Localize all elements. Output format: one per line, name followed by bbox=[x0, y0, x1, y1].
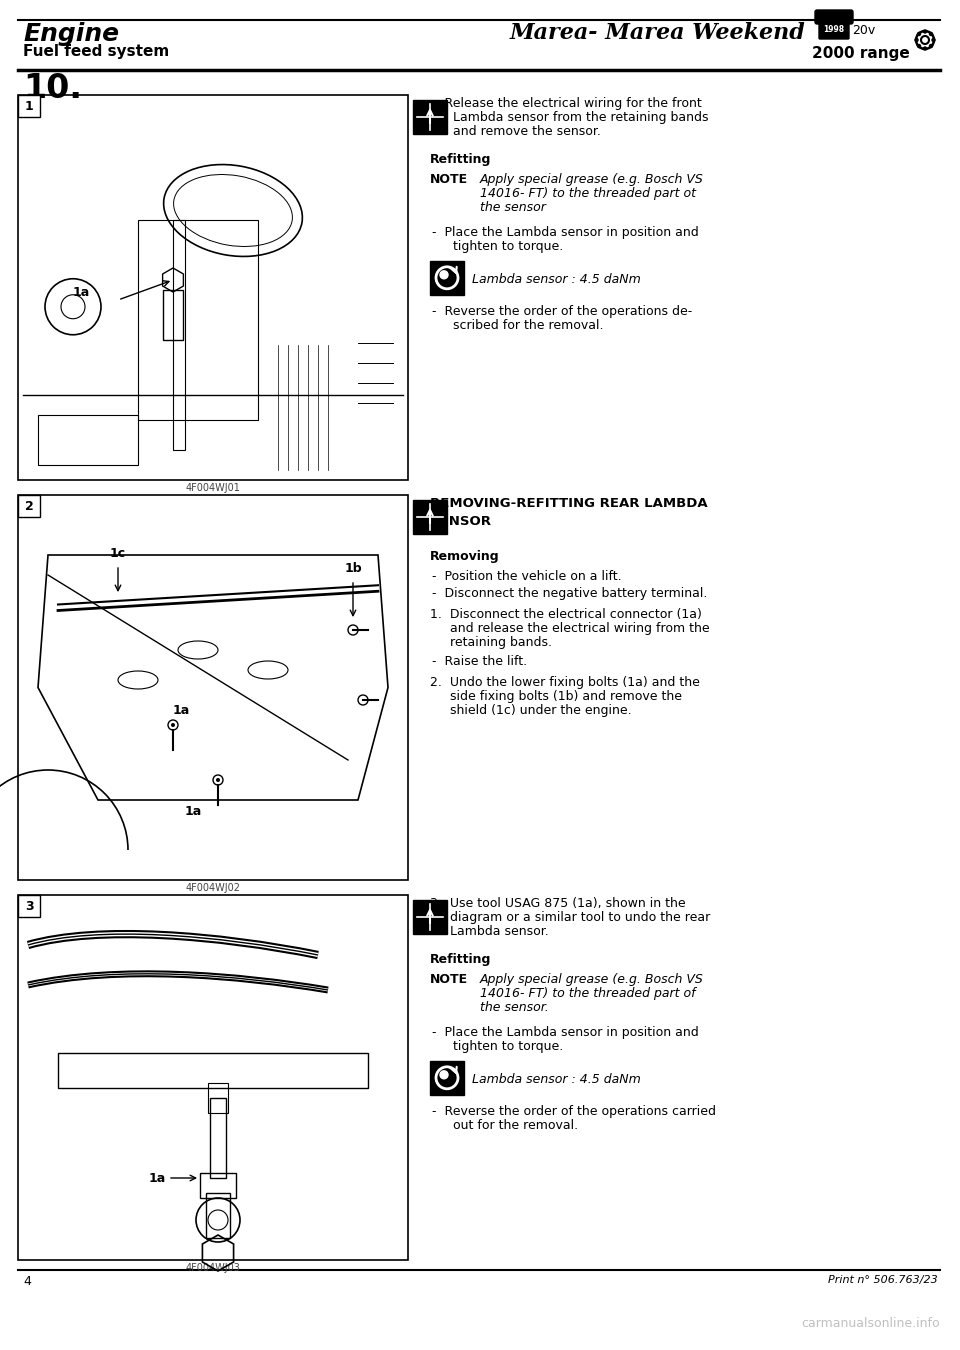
Text: SENSOR: SENSOR bbox=[430, 516, 491, 528]
Bar bbox=[58, 1053, 368, 1088]
Text: Engine: Engine bbox=[23, 22, 119, 46]
Text: diagram or a similar tool to undo the rear: diagram or a similar tool to undo the re… bbox=[450, 911, 710, 923]
Text: Marea- Marea Weekend: Marea- Marea Weekend bbox=[510, 22, 805, 45]
Text: retaining bands.: retaining bands. bbox=[450, 636, 552, 648]
Text: 4: 4 bbox=[23, 1274, 31, 1288]
Circle shape bbox=[171, 724, 175, 728]
Bar bbox=[23, 500, 403, 875]
Text: NOTE: NOTE bbox=[430, 972, 468, 986]
Bar bbox=[18, 495, 408, 880]
Bar bbox=[413, 900, 447, 934]
Text: -  Disconnect the negative battery terminal.: - Disconnect the negative battery termin… bbox=[432, 587, 708, 599]
Bar bbox=[208, 1083, 228, 1112]
Text: 10.: 10. bbox=[23, 72, 82, 105]
Circle shape bbox=[915, 39, 918, 42]
Bar bbox=[163, 290, 183, 340]
Bar bbox=[18, 95, 408, 481]
Bar bbox=[413, 100, 447, 134]
Bar bbox=[23, 100, 403, 475]
Text: -  Place the Lambda sensor in position and: - Place the Lambda sensor in position an… bbox=[432, 1026, 699, 1038]
Text: Removing: Removing bbox=[430, 551, 499, 563]
Text: 1c: 1c bbox=[110, 547, 126, 560]
Text: tighten to torque.: tighten to torque. bbox=[453, 1040, 564, 1053]
Circle shape bbox=[929, 32, 932, 35]
Text: Lambda sensor : 4.5 daNm: Lambda sensor : 4.5 daNm bbox=[472, 273, 640, 286]
Text: out for the removal.: out for the removal. bbox=[453, 1119, 578, 1131]
Text: REMOVING-REFITTING REAR LAMBDA: REMOVING-REFITTING REAR LAMBDA bbox=[430, 497, 708, 510]
Text: 2000 range: 2000 range bbox=[812, 46, 910, 61]
Text: 1998: 1998 bbox=[824, 24, 845, 34]
Circle shape bbox=[929, 45, 932, 47]
Text: 14016- FT) to the threaded part of: 14016- FT) to the threaded part of bbox=[480, 987, 695, 999]
Bar bbox=[23, 900, 403, 1256]
Text: -  Position the vehicle on a lift.: - Position the vehicle on a lift. bbox=[432, 570, 622, 583]
Text: Lambda sensor from the retaining bands: Lambda sensor from the retaining bands bbox=[453, 111, 708, 124]
Bar bbox=[38, 414, 138, 464]
Text: side fixing bolts (1b) and remove the: side fixing bolts (1b) and remove the bbox=[450, 690, 682, 703]
Text: Lambda sensor : 4.5 daNm: Lambda sensor : 4.5 daNm bbox=[472, 1073, 640, 1085]
Text: 14016- FT) to the threaded part ot: 14016- FT) to the threaded part ot bbox=[480, 186, 696, 200]
Text: scribed for the removal.: scribed for the removal. bbox=[453, 319, 604, 332]
Circle shape bbox=[440, 1071, 448, 1079]
Text: 4F004WJ01: 4F004WJ01 bbox=[185, 483, 240, 493]
Text: 1.  Disconnect the electrical connector (1a): 1. Disconnect the electrical connector (… bbox=[430, 608, 702, 621]
Text: 20v: 20v bbox=[852, 24, 876, 36]
Text: 3: 3 bbox=[25, 899, 34, 913]
Bar bbox=[430, 261, 464, 294]
Bar bbox=[210, 1098, 226, 1179]
Text: the sensor.: the sensor. bbox=[480, 1000, 549, 1014]
Text: NOTE: NOTE bbox=[430, 173, 468, 185]
Text: Print n° 506.763/23: Print n° 506.763/23 bbox=[828, 1274, 938, 1285]
Text: -  Place the Lambda sensor in position and: - Place the Lambda sensor in position an… bbox=[432, 225, 699, 239]
Text: the sensor: the sensor bbox=[480, 201, 546, 213]
Text: -  Reverse the order of the operations carried: - Reverse the order of the operations ca… bbox=[432, 1104, 716, 1118]
Text: -  Reverse the order of the operations de-: - Reverse the order of the operations de… bbox=[432, 305, 692, 317]
Circle shape bbox=[932, 39, 935, 42]
Text: 2.  Undo the lower fixing bolts (1a) and the: 2. Undo the lower fixing bolts (1a) and … bbox=[430, 676, 700, 690]
Text: -  Raise the lift.: - Raise the lift. bbox=[432, 655, 527, 668]
Bar bbox=[173, 220, 185, 450]
Bar bbox=[18, 895, 40, 917]
FancyBboxPatch shape bbox=[815, 9, 853, 24]
Text: Refitting: Refitting bbox=[430, 153, 492, 166]
Bar bbox=[206, 1193, 230, 1238]
Text: and remove the sensor.: and remove the sensor. bbox=[453, 126, 601, 138]
Bar bbox=[138, 220, 258, 420]
Text: 1a: 1a bbox=[149, 1172, 166, 1184]
Bar bbox=[18, 495, 40, 517]
Circle shape bbox=[918, 45, 921, 47]
Text: 3.  Use tool USAG 875 (1a), shown in the: 3. Use tool USAG 875 (1a), shown in the bbox=[430, 896, 685, 910]
Text: 1a: 1a bbox=[173, 703, 190, 717]
Text: 1a: 1a bbox=[73, 285, 90, 298]
Text: 1b: 1b bbox=[345, 562, 362, 575]
Bar bbox=[18, 95, 40, 117]
Text: Apply special grease (e.g. Bosch VS: Apply special grease (e.g. Bosch VS bbox=[480, 173, 704, 185]
Circle shape bbox=[216, 778, 220, 782]
Text: -  Release the electrical wiring for the front: - Release the electrical wiring for the … bbox=[432, 97, 702, 109]
Text: Refitting: Refitting bbox=[430, 953, 492, 967]
Circle shape bbox=[924, 47, 926, 50]
Text: 4F004WJ03: 4F004WJ03 bbox=[185, 1264, 240, 1273]
Circle shape bbox=[918, 32, 921, 35]
Text: Fuel feed system: Fuel feed system bbox=[23, 45, 169, 59]
Text: shield (1c) under the engine.: shield (1c) under the engine. bbox=[450, 705, 632, 717]
Bar bbox=[430, 1061, 464, 1095]
Circle shape bbox=[440, 271, 448, 279]
Bar bbox=[200, 1173, 236, 1197]
Text: tighten to torque.: tighten to torque. bbox=[453, 240, 564, 252]
Circle shape bbox=[924, 30, 926, 32]
Bar bbox=[413, 500, 447, 535]
Text: Lambda sensor.: Lambda sensor. bbox=[450, 925, 549, 938]
Text: 1: 1 bbox=[25, 100, 34, 112]
Text: Apply special grease (e.g. Bosch VS: Apply special grease (e.g. Bosch VS bbox=[480, 972, 704, 986]
Text: 1a: 1a bbox=[184, 805, 202, 818]
Text: and release the electrical wiring from the: and release the electrical wiring from t… bbox=[450, 621, 709, 634]
Text: carmanualsonline.info: carmanualsonline.info bbox=[802, 1318, 940, 1330]
Text: 4F004WJ02: 4F004WJ02 bbox=[185, 883, 241, 892]
Text: 2: 2 bbox=[25, 500, 34, 513]
FancyBboxPatch shape bbox=[819, 19, 849, 39]
Bar bbox=[18, 895, 408, 1260]
